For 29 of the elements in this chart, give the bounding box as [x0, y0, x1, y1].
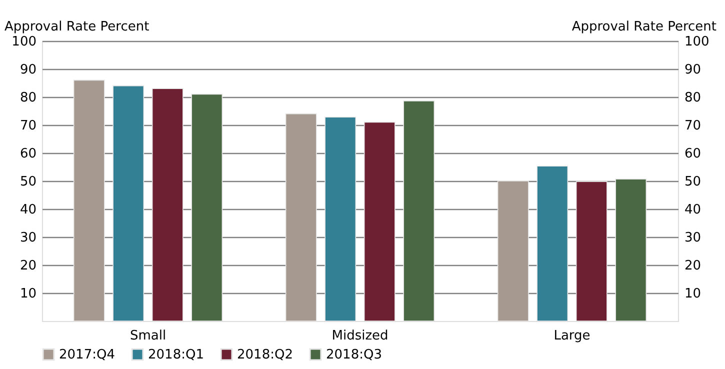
y-tick-label: 90 — [20, 62, 36, 78]
legend-label: 2018:Q3 — [326, 348, 382, 363]
legend-label: 2018:Q1 — [148, 348, 204, 363]
y-tick-label: 60 — [20, 146, 36, 162]
x-tick-label: Large — [554, 328, 590, 344]
y2-tick-label: 30 — [684, 230, 702, 246]
y2-tick-label: 60 — [684, 146, 702, 162]
y-tick-label: 40 — [20, 202, 36, 218]
y2-tick-label: 80 — [684, 90, 702, 106]
y2-tick-label: 50 — [684, 174, 702, 190]
y-axis-title: Approval Rate Percent — [4, 20, 150, 34]
legend-label: 2017:Q4 — [59, 348, 115, 363]
y2-tick-label: 10 — [684, 286, 702, 302]
y-tick-label: 100 — [12, 34, 36, 50]
y2-tick-label: 40 — [684, 202, 702, 218]
y2-tick-label: 100 — [684, 34, 710, 50]
y-tick-label: 10 — [20, 286, 36, 302]
y2-tick-label: 90 — [684, 62, 702, 78]
y-tick-label: 50 — [20, 174, 36, 190]
y2-tick-label: 20 — [684, 258, 702, 274]
y-tick-label: 20 — [20, 258, 36, 274]
x-tick-label: Small — [130, 328, 166, 344]
y-tick-label: 80 — [20, 90, 36, 106]
y2-tick-label: 70 — [684, 118, 702, 134]
y2-axis-title: Approval Rate Percent — [572, 20, 716, 34]
y-tick-label: 70 — [20, 118, 36, 134]
x-tick-label: Midsized — [332, 328, 388, 344]
y-tick-label: 30 — [20, 230, 36, 246]
legend-label: 2018:Q2 — [237, 348, 293, 363]
